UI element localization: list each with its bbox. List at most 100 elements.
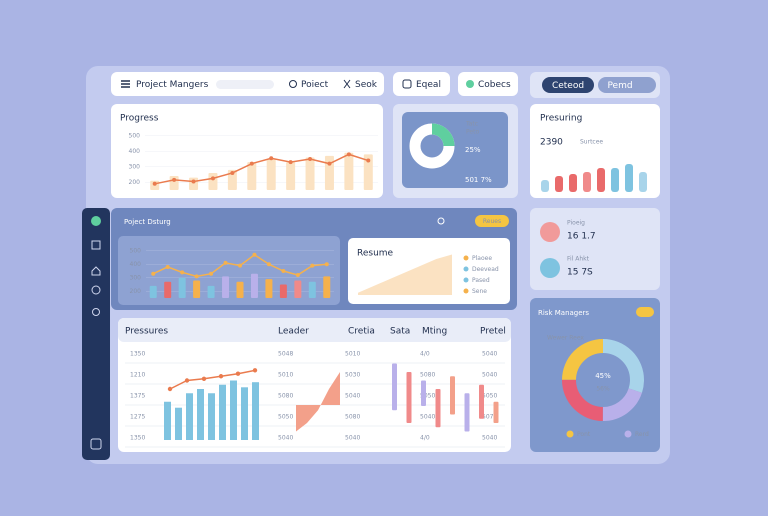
stats: Pioeig 16 1.7 Fil Ahkt 15 7S: [540, 220, 596, 278]
nav-icon[interactable]: [91, 285, 101, 295]
panel-title: Poject Dsturg: [124, 218, 171, 226]
cell: 5040: [345, 435, 360, 442]
bar: [193, 280, 201, 298]
point: [201, 376, 207, 381]
point: [151, 271, 156, 276]
button[interactable]: [475, 215, 509, 227]
card-title: Presuring: [540, 114, 582, 124]
bar: [266, 159, 276, 190]
icon: [402, 79, 412, 89]
line: [154, 153, 369, 185]
bar: [208, 393, 215, 440]
cell: 1350: [130, 351, 145, 358]
legend-swatch: [463, 266, 469, 272]
cell: 5030: [345, 372, 360, 379]
cell: 4/0: [420, 351, 430, 358]
point: [308, 157, 313, 161]
tab[interactable]: [542, 77, 594, 93]
bar: [569, 174, 577, 192]
point: [281, 269, 286, 273]
cell: 5040: [482, 372, 497, 379]
icon: [289, 80, 297, 88]
bar: [597, 168, 605, 192]
range-bar: [435, 389, 441, 428]
cell: 5080: [420, 372, 435, 379]
bar: [175, 407, 182, 440]
point: [230, 170, 235, 175]
point: [327, 161, 332, 166]
nav-link[interactable]: Seok: [355, 80, 378, 90]
column-header: Pretel: [480, 327, 506, 337]
legend-label: Deevead: [472, 266, 499, 273]
cell: 5048: [278, 351, 293, 358]
button-label: Eqeal: [416, 80, 441, 90]
y-tick-label: 400: [130, 261, 142, 268]
bar: [178, 277, 186, 298]
icon: [343, 79, 351, 89]
bar: [265, 279, 273, 298]
point: [269, 156, 274, 161]
bar: [294, 280, 302, 298]
legend-swatch: [463, 277, 469, 283]
cell: 4/0: [420, 435, 430, 442]
nav-icon[interactable]: [91, 216, 101, 226]
bar: [149, 285, 157, 298]
label: Wewer Reex: [547, 335, 584, 342]
button[interactable]: [393, 72, 450, 96]
cell: 5050: [482, 393, 497, 400]
nav-link[interactable]: Poiect: [301, 80, 329, 90]
icon[interactable]: [437, 217, 445, 225]
y-tick-label: 200: [129, 179, 141, 186]
bar: [250, 273, 258, 298]
tab-label: Ceteod: [552, 81, 584, 91]
stat-label: Fil Ahkt: [567, 256, 590, 263]
cell: 5080: [278, 393, 293, 400]
point: [324, 262, 329, 267]
point: [295, 273, 300, 278]
cell: 1375: [130, 393, 145, 400]
percent: 25%: [465, 146, 481, 154]
bar: [230, 380, 237, 440]
point: [191, 179, 196, 184]
nav-icon[interactable]: [92, 308, 100, 316]
bar: [219, 384, 226, 440]
menu-icon[interactable]: [121, 80, 130, 88]
point: [252, 368, 258, 373]
legend-label: Plaoee: [472, 255, 492, 262]
bar: [308, 281, 316, 298]
y-tick-label: 300: [129, 163, 141, 170]
bar: [164, 401, 171, 440]
center-sub: 56%: [596, 386, 610, 393]
tab[interactable]: [598, 77, 656, 93]
y-tick-label: 300: [130, 274, 142, 281]
bar: [625, 164, 633, 192]
stat-value: 15 7S: [567, 268, 593, 278]
bar: [639, 172, 647, 192]
search-box[interactable]: [216, 80, 274, 89]
dashboard-chart: 500 400 300 200: [130, 247, 334, 298]
nav-icon[interactable]: [91, 240, 101, 250]
button[interactable]: [458, 72, 518, 96]
column-header: Cretia: [348, 327, 375, 337]
legend-swatch: [624, 430, 632, 438]
bar: [324, 155, 334, 190]
progress-chart: 500 400 300 200: [129, 132, 378, 190]
button-label: Reues: [483, 218, 501, 225]
nav-icon[interactable]: [91, 266, 101, 276]
legend-swatch: [463, 255, 469, 261]
column-header: Pressures: [125, 327, 168, 337]
value: 501 7%: [465, 176, 492, 184]
point: [172, 177, 177, 182]
stat-value: 16 1.7: [567, 232, 596, 242]
badge: [636, 307, 654, 317]
bar: [252, 382, 259, 440]
donut-segment: [562, 339, 644, 421]
point: [209, 271, 214, 276]
nav-icon[interactable]: [90, 438, 102, 450]
legend-label: Pased: [472, 277, 490, 284]
point: [184, 378, 190, 383]
point: [218, 374, 224, 379]
bar: [344, 152, 354, 190]
card: [530, 298, 660, 452]
